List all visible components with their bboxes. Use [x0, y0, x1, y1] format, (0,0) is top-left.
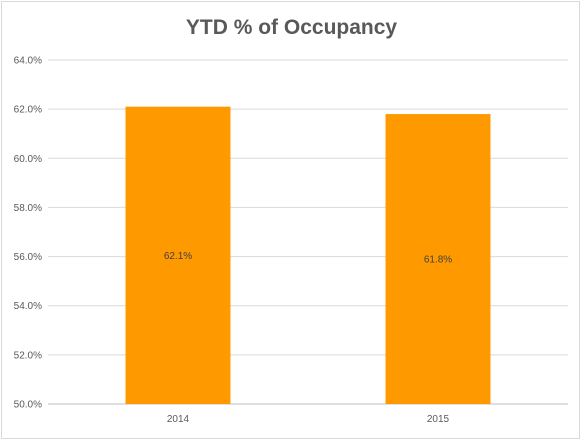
bar-2014 — [125, 106, 231, 404]
x-tick-label: 2014 — [167, 414, 190, 425]
bar-2015 — [385, 114, 491, 405]
y-tick-label: 52.0% — [14, 350, 42, 361]
bars: 62.1% 61.8% — [125, 106, 491, 405]
chart-title: YTD % of Occupancy — [185, 16, 398, 39]
y-axis-tick-labels: 50.0% 52.0% 54.0% 56.0% 58.0% 60.0% 62.0% 64.0% — [14, 56, 42, 411]
y-tick-label: 64.0% — [14, 56, 42, 67]
y-tick-label: 58.0% — [14, 203, 42, 214]
x-axis-tick-labels: 2014 2015 — [167, 414, 450, 425]
data-label-2014: 62.1% — [164, 251, 192, 262]
y-tick-label: 50.0% — [14, 400, 42, 411]
y-tick-label: 60.0% — [14, 154, 42, 165]
y-tick-label: 54.0% — [14, 301, 42, 312]
data-label-2015: 61.8% — [424, 255, 452, 266]
x-tick-label: 2015 — [427, 414, 450, 425]
y-tick-label: 56.0% — [14, 252, 42, 263]
y-tick-label: 62.0% — [14, 105, 42, 116]
